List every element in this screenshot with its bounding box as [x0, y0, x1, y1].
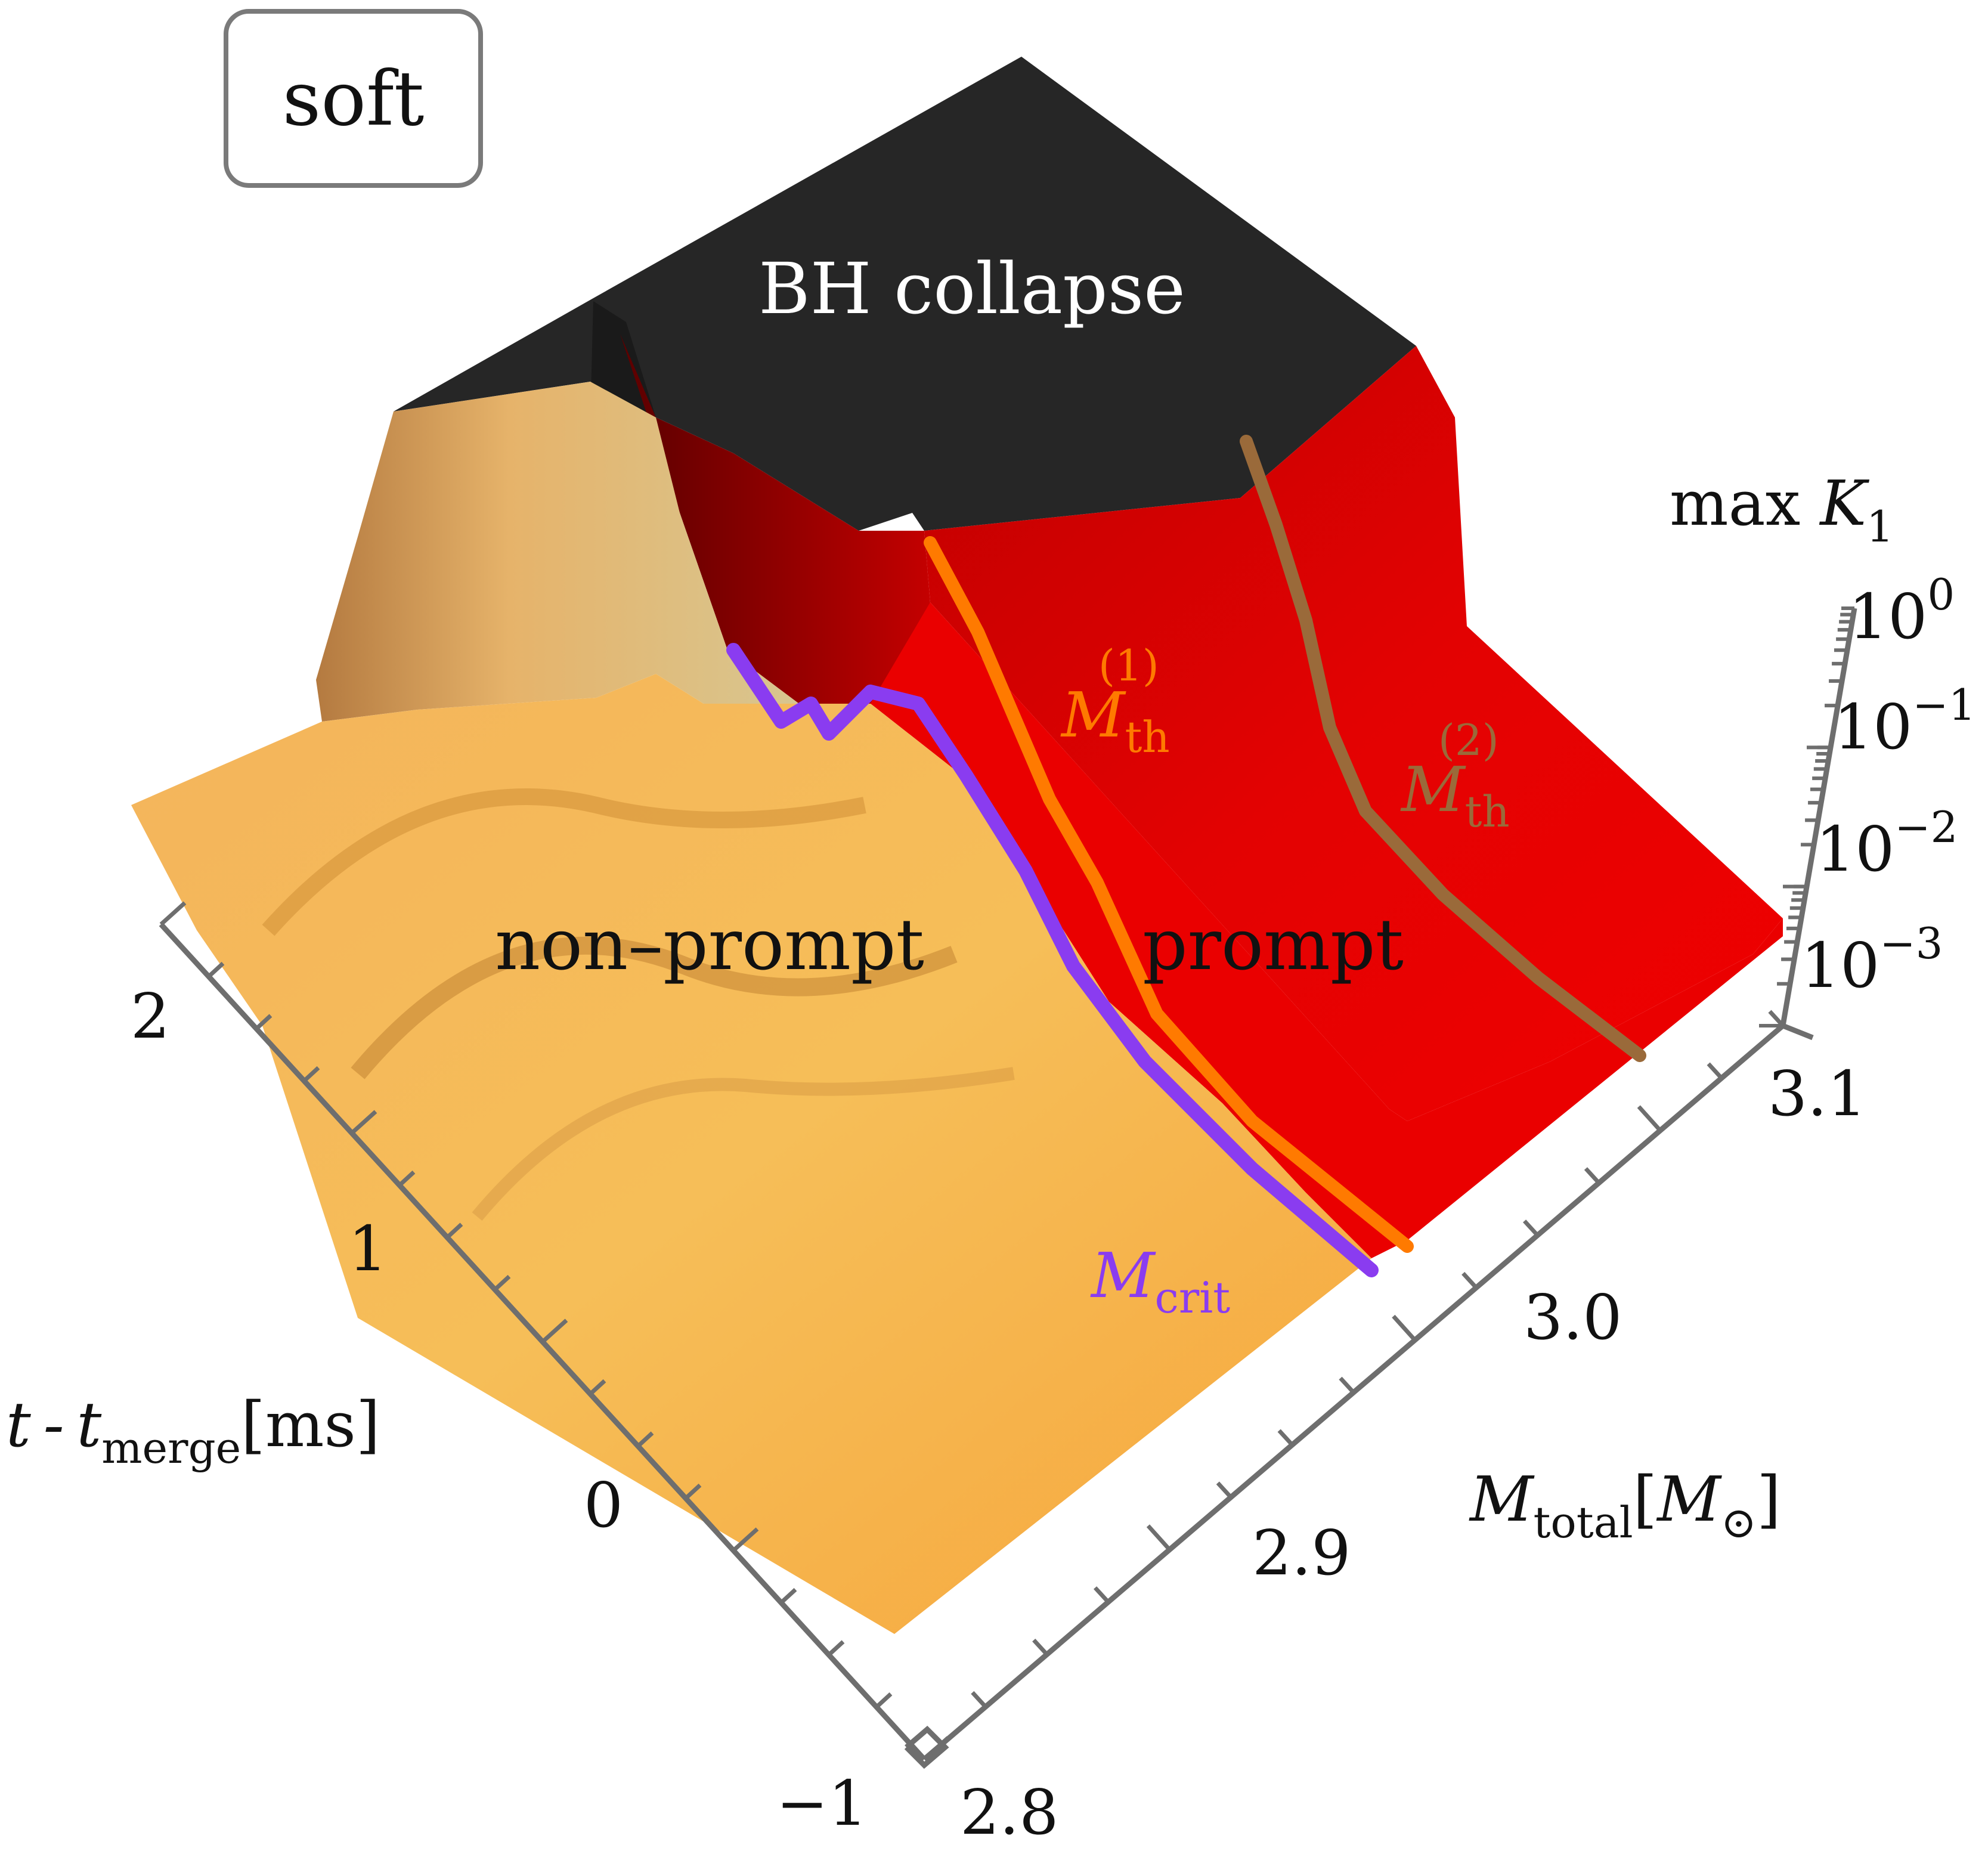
region-label-bh-collapse: BH collapse [758, 247, 1185, 330]
y-axis-tick [901, 1734, 926, 1761]
x-axis-tick [732, 1527, 759, 1552]
y-axis-tick [1032, 1638, 1049, 1656]
x-axis-tick [493, 1274, 511, 1292]
x-axis-tick [636, 1431, 654, 1448]
z-axis-title: max K1 [1670, 467, 1894, 552]
x-axis-tick [445, 1222, 463, 1239]
region-label-prompt: prompt [1142, 903, 1404, 986]
x-tick-label: 0 [584, 1469, 623, 1542]
curve-m-th1 [924, 536, 1414, 1253]
y-axis-tick [971, 1691, 987, 1709]
curve-label-m-crit: Mcrit [1090, 1239, 1230, 1323]
y-axis-tick [1216, 1481, 1233, 1499]
curve-m-crit [726, 643, 1379, 1277]
surface-prompt-front [871, 602, 1783, 1258]
y-axis-tick [1277, 1429, 1294, 1447]
z-axis-base [1782, 1023, 1814, 1041]
x-axis-tick [398, 1170, 416, 1187]
x-axis-tick [922, 1736, 950, 1761]
y-axis-tick [1461, 1271, 1478, 1289]
surface-ripple-3 [472, 1067, 1015, 1221]
x-axis-tick [255, 1014, 273, 1030]
x-axis-tick [589, 1379, 606, 1396]
x-axis-tick [779, 1587, 797, 1605]
x-axis-tick [159, 901, 187, 926]
y-tick-label: 2.8 [960, 1776, 1058, 1849]
curve-m-th2 [1240, 435, 1646, 1062]
surface-nonprompt-front [131, 674, 1371, 1634]
eos-badge-label: soft [282, 54, 425, 143]
surface-prompt-wall-right [924, 346, 1783, 1121]
x-axis-title: t - tmerge[ms] [6, 1388, 380, 1473]
y-tick-label: 2.9 [1252, 1516, 1351, 1589]
z-axis-line [1780, 608, 1857, 1026]
y-axis-tick [1093, 1586, 1110, 1604]
curve-label-m-th1: Mth(1) [1060, 640, 1170, 762]
x-axis-tick [827, 1640, 845, 1657]
y-axis-tick [1637, 1105, 1662, 1132]
z-tick-label: 100 [1848, 570, 1955, 653]
x-axis-tick [302, 1066, 320, 1083]
region-label-non-prompt: non–prompt [495, 903, 924, 986]
z-tick-label: 10−1 [1834, 680, 1975, 763]
x-axis-tick [541, 1319, 568, 1344]
y-axis-tick [1522, 1220, 1540, 1237]
surface-ripple-2 [351, 936, 958, 1079]
y-axis-tick [1146, 1524, 1172, 1551]
y-axis-tick [1584, 1167, 1601, 1184]
curve-label-m-th2: Mth(2) [1400, 715, 1510, 837]
x-axis-tick [350, 1110, 377, 1135]
y-axis-title: Mtotal[M⊙] [1469, 1463, 1781, 1548]
surface-prompt-wall [620, 334, 930, 704]
surface-ripple-1 [262, 788, 866, 936]
y-axis-tick [1707, 1062, 1723, 1080]
axis-corner [904, 1725, 949, 1769]
z-tick-label: 10−3 [1801, 918, 1943, 1002]
y-tick-label: 3.1 [1768, 1057, 1866, 1130]
y-axis-tick [1339, 1376, 1355, 1394]
y-axis-tick [1392, 1314, 1417, 1342]
x-axis-tick [684, 1483, 702, 1500]
x-axis-tick [207, 961, 225, 979]
x-tick-label: 1 [348, 1212, 388, 1285]
x-axis-tick [875, 1692, 893, 1709]
x-tick-label: 2 [131, 980, 170, 1053]
eos-badge: soft [224, 9, 483, 188]
z-tick-label: 10−2 [1816, 802, 1958, 886]
x-tick-label: −1 [776, 1767, 868, 1840]
surface-nonprompt-wall [316, 382, 799, 722]
y-tick-label: 3.0 [1523, 1281, 1622, 1354]
y-axis-tick [1768, 1010, 1785, 1027]
